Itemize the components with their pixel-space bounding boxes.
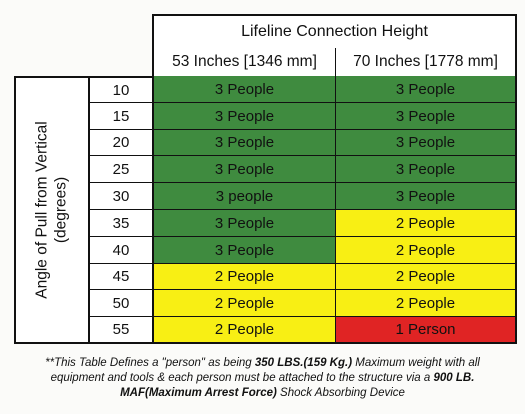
footnote-maf: MAF(Maximum Arrest Force) [120,387,277,399]
angle-value: 30 [112,187,130,205]
capacity-value: 2 People [395,214,456,232]
capacity-value: 3 People [395,107,456,125]
footnote-text: Shock Absorbing Device [276,387,405,399]
capacity-cell-53: 3 People [154,156,336,183]
capacity-value: 3 People [214,134,275,151]
capacity-cell-70: 3 People [336,76,517,103]
capacity-cell-70: 2 People [336,264,517,290]
capacity-cell-70: 3 People [336,156,517,183]
angle-value: 15 [112,107,130,125]
capacity-value: 2 People [214,321,275,338]
footnote-text: **This Table Defines a "person" as being [45,357,255,369]
angle-value: 10 [112,81,130,99]
angle-cell: 25 [88,156,154,183]
capacity-value: 2 People [395,268,456,285]
capacity-cell-53: 3 people [154,183,336,210]
angle-cell: 10 [88,76,154,103]
angle-value: 40 [112,241,130,259]
capacity-value: 3 People [214,241,275,259]
angle-value: 35 [112,214,130,232]
group-header-label: Lifeline Connection Height [241,23,428,40]
angle-cell: 30 [88,183,154,210]
angle-cell: 45 [88,264,154,290]
capacity-value: 3 People [395,80,456,98]
capacity-cell-53: 3 People [154,103,336,130]
column-header-70-label: 70 Inches [1778 mm] [353,53,498,70]
capacity-cell-53: 3 People [154,130,336,156]
footnote-force: 900 LB. [433,372,475,384]
capacity-value: 3 People [214,160,275,178]
capacity-value: 3 People [395,134,456,151]
column-header-53: 53 Inches [1346 mm] [152,48,336,78]
angle-value: 50 [112,294,130,312]
angle-cell: 20 [88,130,154,156]
group-header-cell: Lifeline Connection Height [152,14,517,50]
footnote-weight: 350 LBS.(159 Kg.) [254,357,353,369]
capacity-value: 1 Person [395,321,456,338]
capacity-cell-53: 2 People [154,264,336,290]
column-header-53-label: 53 Inches [1346 mm] [172,53,317,70]
angle-value: 25 [112,160,130,178]
capacity-value: 3 People [214,80,275,98]
footnote-text: Maximum weight with all [352,357,480,369]
capacity-value: 2 People [214,294,275,312]
angle-cell: 35 [88,210,154,237]
capacity-value: 2 People [214,268,275,285]
capacity-cell-70: 3 People [336,130,517,156]
footnote-line1: **This Table Defines a "person" as being… [0,356,525,371]
footnote-line3: MAF(Maximum Arrest Force) Shock Absorbin… [0,386,525,401]
capacity-cell-70: 2 People [336,210,517,237]
row-header-label: Angle of Pull from Vertical [34,121,52,299]
capacity-cell-70: 2 People [336,290,517,317]
footnote-text: equipment and tools & each person must b… [50,372,434,384]
angle-cell: 40 [88,237,154,264]
capacity-value: 2 People [395,294,456,312]
column-header-70: 70 Inches [1778 mm] [336,48,517,78]
capacity-cell-53: 3 People [154,76,336,103]
angle-cell: 50 [88,290,154,317]
footnote-line2: equipment and tools & each person must b… [0,371,525,386]
angle-cell: 15 [88,103,154,130]
angle-value: 20 [112,134,130,151]
row-header-units: (degrees) [53,176,71,244]
capacity-cell-70: 1 Person [336,317,517,344]
capacity-value: 3 People [214,107,275,125]
capacity-cell-70: 3 People [336,183,517,210]
angle-value: 45 [112,268,130,285]
capacity-cell-53: 3 People [154,210,336,237]
capacity-value: 3 People [395,187,456,205]
capacity-value: 2 People [395,241,456,259]
angle-cell: 55 [88,317,154,344]
capacity-cell-53: 2 People [154,290,336,317]
capacity-cell-53: 2 People [154,317,336,344]
capacity-value: 3 People [395,160,456,178]
capacity-value: 3 People [214,214,275,232]
row-header-cell: Angle of Pull from Vertical (degrees) [14,76,90,344]
capacity-cell-70: 3 People [336,103,517,130]
angle-value: 55 [112,321,130,338]
capacity-cell-53: 3 People [154,237,336,264]
capacity-value: 3 people [215,187,274,205]
capacity-cell-70: 2 People [336,237,517,264]
